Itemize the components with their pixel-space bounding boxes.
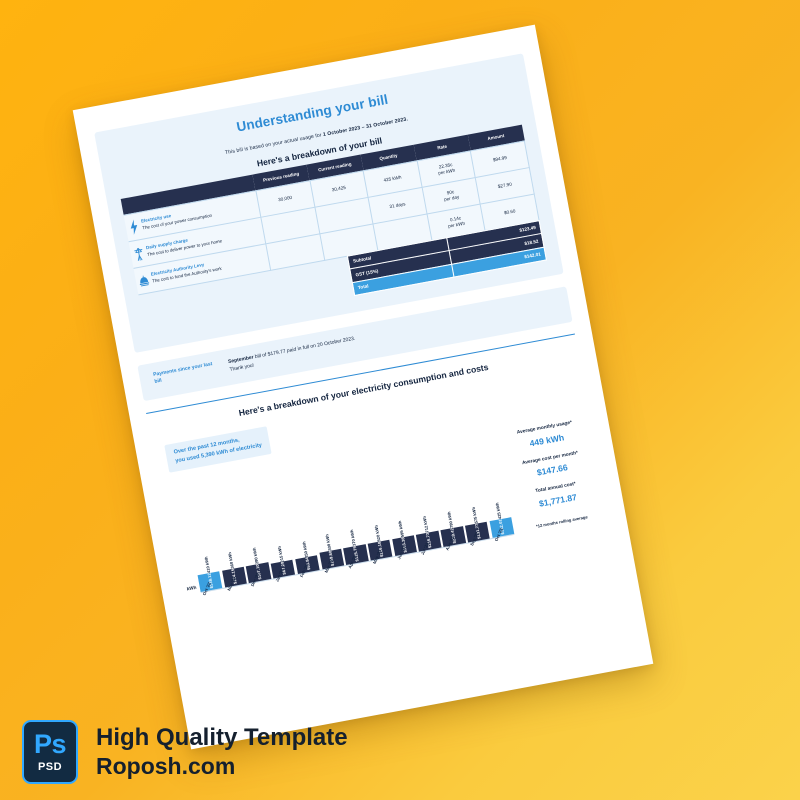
table-body: Electricity use The cost of your power c…	[123, 140, 540, 295]
bill-page: Understanding your bill This bill is bas…	[72, 24, 654, 750]
ps-glyph: Ps	[33, 729, 67, 759]
summary-total-annual: Total annual cost* $1,771.87	[513, 478, 601, 513]
bill-breakdown-table: Previous reading Current reading Quantit…	[120, 124, 540, 296]
authority-dome-icon	[136, 271, 151, 289]
bill-page-content: Understanding your bill This bill is bas…	[94, 53, 631, 718]
table-row: Electricity Authority Levy The cost to f…	[133, 193, 540, 295]
bar-value-label: 215 kWh	[276, 545, 285, 563]
footer-line1: High Quality Template	[96, 724, 348, 752]
summary-average-cost: Average cost per month* $147.66	[507, 448, 595, 483]
bar-value-label: 712 kWh	[421, 516, 430, 534]
power-pole-icon	[132, 244, 147, 262]
summary-average-usage: Average monthly usage* 449 kWh	[502, 418, 590, 453]
bar-value-label: 360 kWh	[227, 552, 236, 570]
lightning-bolt-icon	[127, 218, 142, 236]
row-label-electricity-use: Electricity use The cost of your power c…	[123, 190, 261, 242]
template-footer: Ps PSD High Quality Template Roposh.com	[0, 704, 800, 800]
footer-line2: Roposh.com	[96, 752, 236, 779]
bar-value-label: 520 kWh	[373, 525, 382, 543]
summary-footnote: *12 months rolling average	[535, 514, 588, 529]
bar-value-label: 300 kWh	[324, 534, 333, 552]
bar-value-label: 595 kWh	[397, 520, 406, 538]
bar-value-label: 425 kWh	[494, 502, 503, 520]
row-label-daily-supply-charge: Daily supply charge The cost to deliver …	[128, 216, 266, 268]
bar-value-label: 370 kWh	[348, 529, 357, 547]
bill-summary-card: Understanding your bill This bill is bas…	[94, 53, 564, 353]
bill-page-rotated: Understanding your bill This bill is bas…	[72, 24, 654, 750]
table-row: Daily supply charge The cost to deliver …	[128, 167, 535, 268]
chart-summary-panel: Average monthly usage* 449 kWh Average c…	[499, 402, 610, 559]
bar-value-label: 575 kWh	[470, 507, 479, 525]
bar-value-label: 410 kWh	[203, 556, 211, 574]
photoshop-psd-icon: Ps PSD	[22, 720, 78, 784]
psd-label: PSD	[37, 761, 63, 773]
table-row: Electricity use The cost of your power c…	[123, 140, 530, 242]
y-axis-label: kWh	[186, 585, 197, 592]
bar-value-label: 290 kWh	[251, 547, 260, 565]
bar-value-label: 250 kWh	[300, 540, 309, 559]
bar-value-label: 790 kWh	[446, 511, 455, 529]
payments-body: September bill of $179.77 paid in full o…	[227, 335, 357, 374]
payments-label: Payments since your last bill	[152, 361, 213, 385]
row-label-authority-levy: Electricity Authority Levy The cost to f…	[133, 243, 271, 295]
footer-text: High Quality Template Roposh.com	[96, 724, 348, 779]
